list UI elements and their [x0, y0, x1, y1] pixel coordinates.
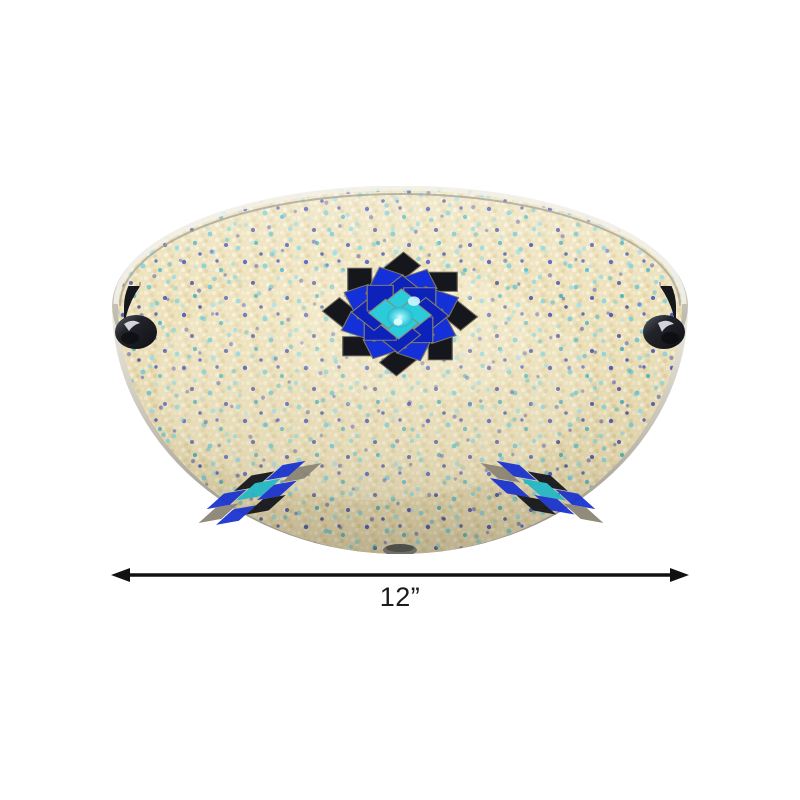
arrowhead-left: [111, 568, 130, 582]
lower-left-star-medallion: [198, 460, 322, 525]
dimension-arrow: [111, 568, 689, 582]
lower-right-star-medallion: [480, 460, 604, 523]
center-star-medallion: [321, 251, 479, 377]
dimension-annotation: 12”: [108, 558, 692, 620]
dimension-label: 12”: [379, 582, 421, 612]
rim-top-edge-line: [119, 193, 681, 307]
star-core-specular-2: [393, 318, 403, 326]
bottom-finial-nub-shadow: [386, 544, 414, 552]
rim-top-highlight: [113, 186, 687, 305]
star-core-specular: [408, 296, 420, 306]
mosaic-ceiling-light: [110, 186, 690, 554]
lamp-illustration: [112, 186, 688, 554]
right-mounting-clip: [643, 315, 685, 349]
star-core-glow: [387, 306, 413, 328]
left-mounting-clip: [115, 315, 157, 349]
arrowhead-right: [670, 568, 689, 582]
